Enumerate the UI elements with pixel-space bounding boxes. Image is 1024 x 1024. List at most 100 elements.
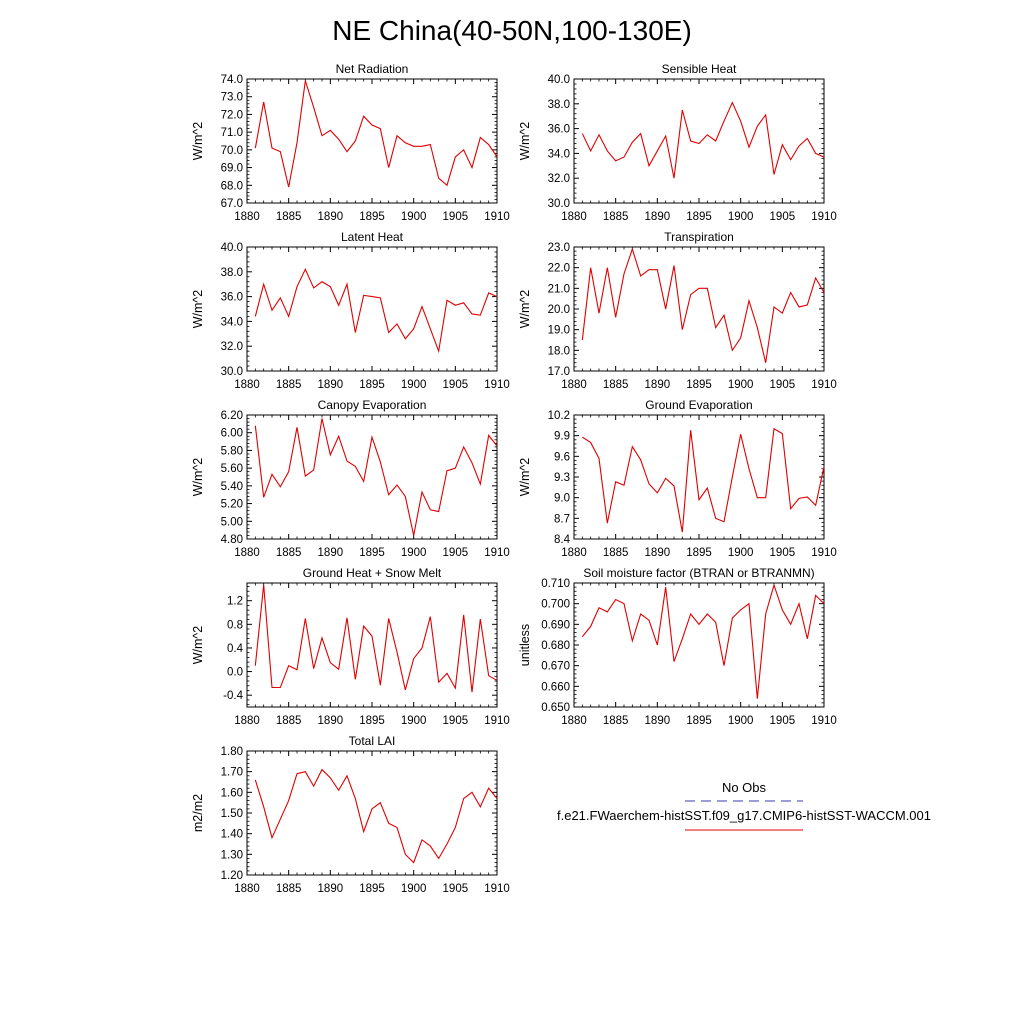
x-tick-label: 1900 xyxy=(401,379,427,391)
y-tick-label: 0.660 xyxy=(541,681,570,693)
x-tick-label: 1905 xyxy=(443,883,469,895)
chart-panel: Total LAI 1880 1885 1890 1895 1900 1905 1910 1.2… xyxy=(191,734,510,895)
y-tick-label: 0.8 xyxy=(227,619,243,631)
y-tick-label: 1.50 xyxy=(221,808,243,820)
y-axis-label: W/m^2 xyxy=(191,122,205,161)
y-tick-label: 1.20 xyxy=(221,870,243,882)
y-tick-label: 72.0 xyxy=(221,109,243,121)
chart-panel: Sensible Heat 1880 1885 1890 1895 1900 1905 191… xyxy=(518,62,837,223)
x-tick-label: 1910 xyxy=(484,715,510,727)
y-tick-label: 0.4 xyxy=(227,643,244,655)
plot-frame xyxy=(246,78,498,204)
plot-frame xyxy=(573,414,825,540)
legend: No Obs f.e21.FWaerchem-histSST.f09_g17.C… xyxy=(557,780,931,831)
x-tick-label: 1895 xyxy=(359,379,385,391)
x-tick-label: 1905 xyxy=(770,547,796,559)
x-tick-label: 1900 xyxy=(401,883,427,895)
plot-frame xyxy=(246,246,498,372)
x-tick-label: 1890 xyxy=(318,715,344,727)
x-tick-label: 1885 xyxy=(276,883,302,895)
x-tick-label: 1905 xyxy=(443,211,469,223)
chart-panel: Soil moisture factor (BTRAN or BTRANMN) 1… xyxy=(518,566,837,727)
y-tick-label: 34.0 xyxy=(221,316,243,328)
series-line xyxy=(581,101,825,179)
y-tick-label: 0.670 xyxy=(541,661,570,673)
y-tick-label: 22.0 xyxy=(548,263,570,275)
x-tick-label: 1880 xyxy=(234,715,260,727)
y-tick-label: 5.60 xyxy=(221,463,243,475)
y-tick-label: 8.4 xyxy=(554,534,571,546)
y-tick-label: 34.0 xyxy=(548,148,570,160)
x-tick-label: 1880 xyxy=(561,379,587,391)
chart-panel: Net Radiation 1880 1885 1890 1895 1900 1905 191… xyxy=(191,62,510,223)
x-tick-label: 1895 xyxy=(686,547,712,559)
x-tick-label: 1910 xyxy=(811,379,837,391)
y-tick-label: 67.0 xyxy=(221,198,243,210)
panel-title: Transpiration xyxy=(664,230,734,244)
y-tick-label: 74.0 xyxy=(221,74,243,86)
series-line xyxy=(254,768,498,864)
x-tick-label: 1900 xyxy=(728,211,754,223)
x-tick-label: 1890 xyxy=(645,211,671,223)
x-tick-label: 1900 xyxy=(728,547,754,559)
x-tick-label: 1880 xyxy=(561,211,587,223)
x-tick-label: 1880 xyxy=(234,379,260,391)
y-tick-label: 40.0 xyxy=(221,242,243,254)
x-tick-label: 1900 xyxy=(401,547,427,559)
chart-panel: Canopy Evaporation 1880 1885 1890 1895 1900 19… xyxy=(191,398,510,559)
panel-title: Latent Heat xyxy=(341,230,404,244)
x-tick-label: 1910 xyxy=(484,547,510,559)
y-tick-label: 36.0 xyxy=(221,292,243,304)
x-tick-label: 1895 xyxy=(359,715,385,727)
x-tick-label: 1880 xyxy=(234,883,260,895)
panel-title: Canopy Evaporation xyxy=(318,398,427,412)
y-tick-label: 6.20 xyxy=(221,410,243,422)
x-tick-label: 1890 xyxy=(645,547,671,559)
y-tick-label: 0.700 xyxy=(541,599,570,611)
x-tick-label: 1895 xyxy=(359,547,385,559)
plot-frame xyxy=(246,582,498,708)
x-tick-label: 1885 xyxy=(603,379,629,391)
y-tick-label: 30.0 xyxy=(221,366,243,378)
y-tick-label: 36.0 xyxy=(548,124,570,136)
x-tick-label: 1905 xyxy=(443,715,469,727)
x-tick-label: 1910 xyxy=(811,715,837,727)
y-axis-label: W/m^2 xyxy=(191,626,205,665)
x-tick-label: 1885 xyxy=(276,547,302,559)
y-tick-label: 19.0 xyxy=(548,325,570,337)
x-tick-label: 1880 xyxy=(561,715,587,727)
y-tick-label: 30.0 xyxy=(548,198,570,210)
panel-title: Total LAI xyxy=(349,734,396,748)
x-tick-label: 1895 xyxy=(359,883,385,895)
x-tick-label: 1880 xyxy=(561,547,587,559)
y-tick-label: 38.0 xyxy=(221,267,243,279)
legend-model-label: f.e21.FWaerchem-histSST.f09_g17.CMIP6-hi… xyxy=(557,808,931,823)
y-tick-label: 9.9 xyxy=(554,431,570,443)
chart-panel: Latent Heat 1880 1885 1890 1895 1900 1905 1910 3… xyxy=(191,230,510,391)
x-tick-label: 1880 xyxy=(234,547,260,559)
chart-panel: Ground Heat + Snow Melt 1880 1885 1890 1895 1… xyxy=(191,566,510,727)
y-tick-label: 8.7 xyxy=(554,513,570,525)
panel-title: Ground Evaporation xyxy=(645,398,752,412)
x-tick-label: 1900 xyxy=(401,211,427,223)
x-tick-label: 1895 xyxy=(686,379,712,391)
x-tick-label: 1910 xyxy=(484,379,510,391)
x-tick-label: 1880 xyxy=(234,211,260,223)
x-tick-label: 1910 xyxy=(484,883,510,895)
y-tick-label: 5.20 xyxy=(221,499,243,511)
series-line xyxy=(254,418,498,536)
y-tick-label: 1.80 xyxy=(221,746,243,758)
series-line xyxy=(254,268,498,354)
y-tick-label: 32.0 xyxy=(548,173,570,185)
y-tick-label: 21.0 xyxy=(548,283,570,295)
plot-frame xyxy=(573,78,825,204)
y-tick-label: 17.0 xyxy=(548,366,570,378)
series-line xyxy=(254,584,498,693)
y-tick-label: 4.80 xyxy=(221,534,243,546)
chart-panel: Transpiration 1880 1885 1890 1895 1900 1905 191… xyxy=(518,230,837,391)
panel-title: Net Radiation xyxy=(336,62,409,76)
x-tick-label: 1890 xyxy=(318,211,344,223)
y-axis-label: unitless xyxy=(518,624,532,666)
x-tick-label: 1890 xyxy=(645,715,671,727)
x-tick-label: 1900 xyxy=(728,379,754,391)
